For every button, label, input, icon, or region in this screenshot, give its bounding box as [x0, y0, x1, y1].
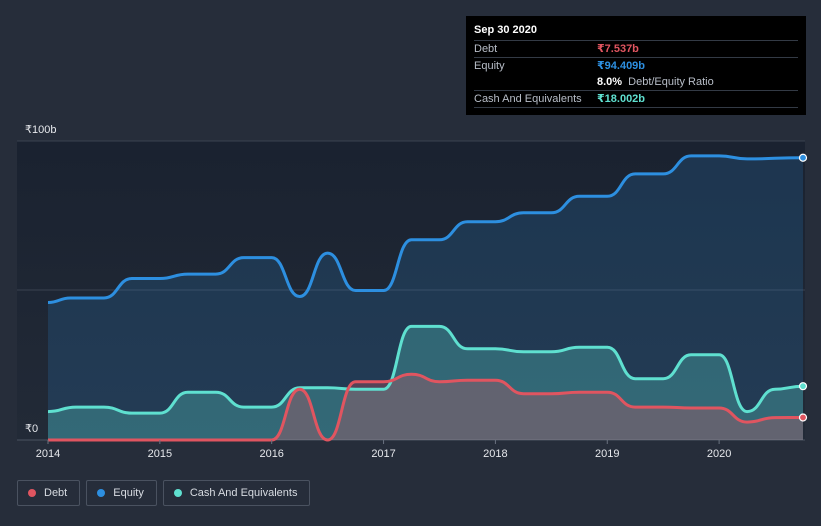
x-tick-label-2016: 2016 [259, 448, 283, 460]
tooltip-ratio-value: 8.0% [597, 76, 623, 88]
legend-item-equity[interactable]: Equity [86, 480, 157, 506]
y-axis-top-label: ₹100b [25, 124, 56, 136]
tooltip-ratio-row: 8.0% Debt/Equity Ratio [474, 74, 798, 90]
endpoint-equity [798, 153, 808, 162]
area-cash-and-equivalents [48, 326, 803, 440]
area-debt [48, 374, 803, 440]
tooltip-equity-label: Equity [474, 60, 505, 72]
tooltip-debt-row: Debt ₹7.537b [474, 40, 798, 57]
legend-item-cash[interactable]: Cash And Equivalents [162, 480, 311, 506]
tooltip-cash-value: ₹18.002b [597, 93, 646, 105]
tooltip: Sep 30 2020 Debt ₹7.537b Equity ₹94.409b… [466, 16, 806, 115]
x-tick-label-2019: 2019 [595, 448, 619, 460]
series-areas [48, 155, 803, 440]
endpoint-debt [798, 413, 808, 422]
y-axis-bottom-label: ₹0 [25, 423, 38, 435]
legend-label-cash: Cash And Equivalents [189, 487, 298, 499]
tooltip-date: Sep 30 2020 [474, 24, 537, 36]
legend: Debt Equity Cash And Equivalents [17, 480, 311, 506]
line-equity [47, 154, 804, 304]
x-tick-label-2018: 2018 [483, 448, 507, 460]
tooltip-debt-value: ₹7.537b [597, 43, 639, 55]
tooltip-ratio-label: Debt/Equity Ratio [628, 76, 714, 88]
series-lines [47, 154, 804, 442]
tooltip-cash-row: Cash And Equivalents ₹18.002b [474, 90, 798, 108]
x-tick-label-2014: 2014 [36, 448, 60, 460]
tooltip-cash-label: Cash And Equivalents [474, 93, 582, 105]
endpoint-cash-and-equivalents [798, 382, 808, 391]
legend-dot-cash [173, 489, 182, 497]
x-axis-ticks: 2014 2015 2016 2017 2018 2019 2020 [36, 440, 731, 460]
x-tick-label-2015: 2015 [148, 448, 172, 460]
tooltip-equity-row: Equity ₹94.409b [474, 57, 798, 74]
legend-label-debt: Debt [44, 487, 68, 499]
line-cash-and-equivalents [47, 324, 804, 415]
series-endpoints [798, 153, 808, 422]
legend-item-debt[interactable]: Debt [17, 480, 81, 506]
x-tick-label-2017: 2017 [371, 448, 395, 460]
legend-dot-debt [28, 489, 36, 497]
line-debt [48, 372, 804, 442]
area-equity [48, 155, 803, 440]
tooltip-equity-value: ₹94.409b [597, 60, 646, 72]
tooltip-debt-label: Debt [474, 43, 498, 55]
x-tick-label-2020: 2020 [707, 448, 731, 460]
legend-dot-equity [97, 489, 106, 497]
legend-label-equity: Equity [113, 487, 144, 499]
